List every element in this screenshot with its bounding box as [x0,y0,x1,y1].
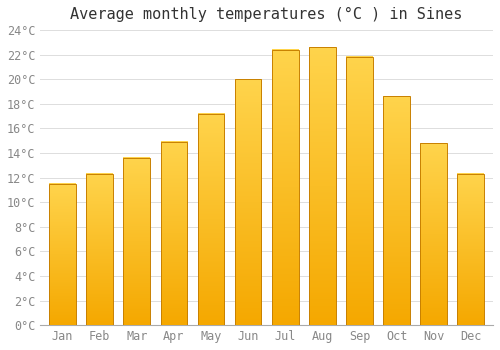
Title: Average monthly temperatures (°C ) in Sines: Average monthly temperatures (°C ) in Si… [70,7,463,22]
